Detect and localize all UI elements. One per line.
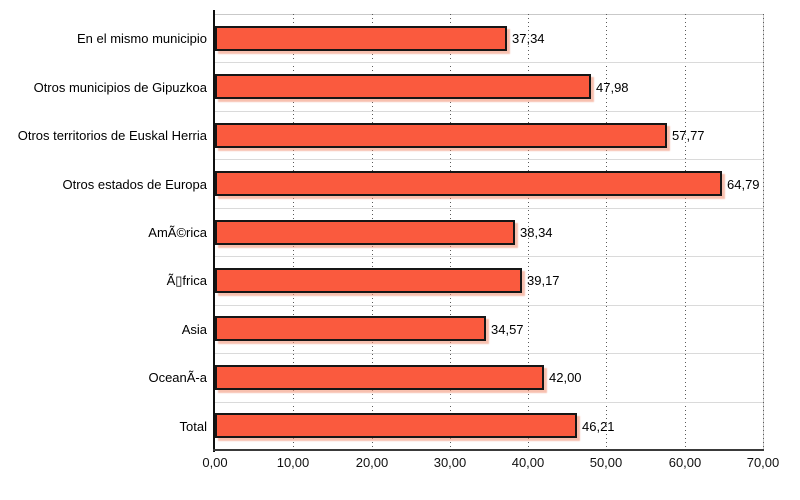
category-label: Otros municipios de Gipuzkoa [33,80,207,95]
row-separator-line [215,111,763,112]
plot-frame-top-border [215,14,763,15]
row-separator-line [215,305,763,306]
x-axis-tick-label: 20,00 [355,455,389,470]
bar [215,26,507,51]
bar [215,74,591,99]
category-label: AmÃ©rica [148,225,207,240]
x-gridline [685,14,686,450]
row-separator-line [215,353,763,354]
category-label: Total [179,419,207,434]
x-axis-tick-label: 50,00 [589,455,623,470]
bar-value-label: 37,34 [512,31,545,46]
bar [215,171,722,196]
bar [215,268,522,293]
bar [215,413,577,438]
category-label: En el mismo municipio [76,31,207,46]
bar [215,123,667,148]
x-gridline [528,14,529,450]
category-label: OceanÃ-a [148,370,207,385]
bar-value-label: 34,57 [491,322,524,337]
x-axis-tick-label: 60,00 [668,455,702,470]
bar-value-label: 38,34 [520,225,553,240]
row-separator-line [215,62,763,63]
bar [215,365,544,390]
bar-value-label: 46,21 [582,419,615,434]
bar-value-label: 39,17 [527,273,560,288]
bar-value-label: 64,79 [727,177,760,192]
bar-value-label: 47,98 [596,80,629,95]
bar [215,220,515,245]
row-separator-line [215,402,763,403]
category-label: Otros territorios de Euskal Herria [17,128,207,143]
x-axis-tick-label: 70,00 [746,455,780,470]
category-label: Asia [181,322,207,337]
category-label: Ã▯frica [166,273,207,288]
y-axis-line [213,10,215,452]
x-axis-tick-label: 30,00 [433,455,467,470]
x-gridline [763,14,764,450]
row-separator-line [215,208,763,209]
bar-value-label: 57,77 [672,128,705,143]
x-axis-tick-label: 10,00 [276,455,310,470]
bar-value-label: 42,00 [549,370,582,385]
x-axis-line [213,449,764,451]
x-gridline [606,14,607,450]
x-axis-tick-label: 40,00 [511,455,545,470]
bar [215,316,486,341]
x-axis-tick-label: 0,00 [202,455,228,470]
category-label: Otros estados de Europa [62,177,207,192]
row-separator-line [215,256,763,257]
row-separator-line [215,159,763,160]
